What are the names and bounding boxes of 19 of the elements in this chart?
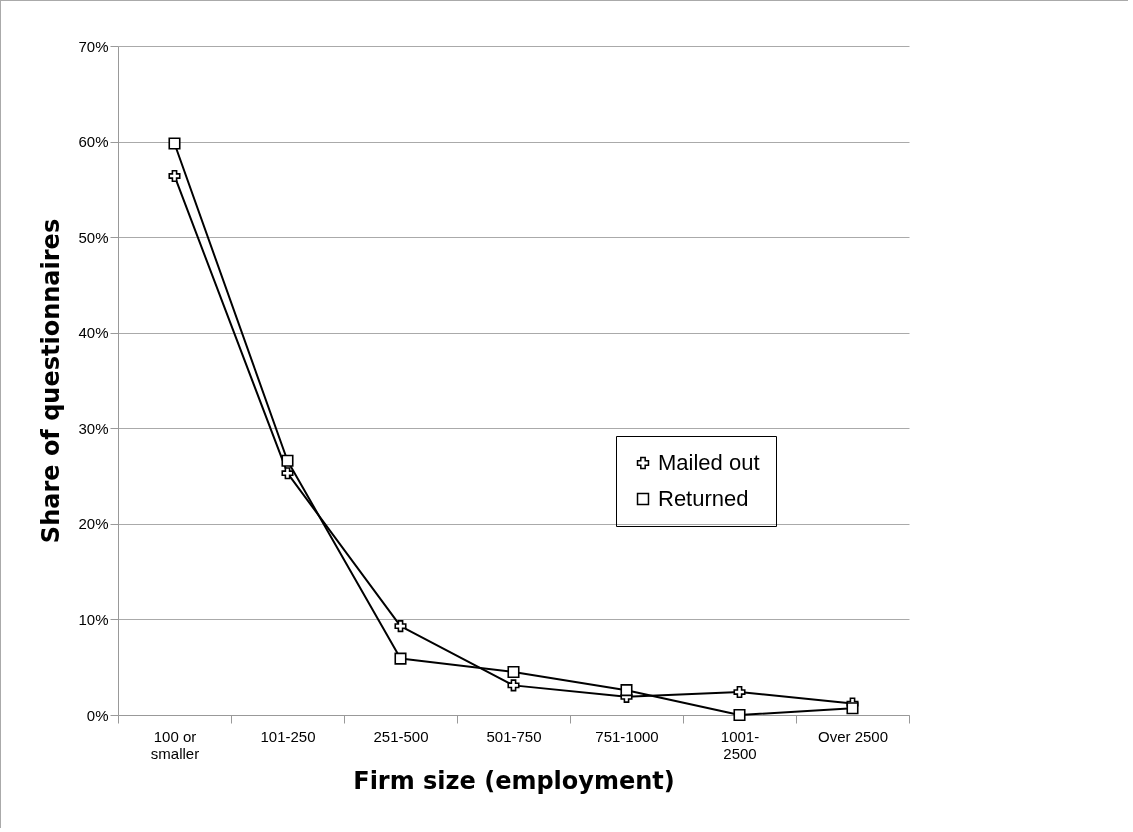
y-tick-label: 0% (86, 706, 109, 724)
x-tick-label: 1001-2500 (720, 727, 760, 762)
legend-label: Returned (658, 486, 749, 511)
y-tick-label: 10% (78, 610, 109, 628)
x-axis-title: Firm size (employment) (353, 766, 675, 795)
legend-label: Mailed out (658, 450, 760, 475)
y-tick-label: 70% (78, 37, 109, 55)
x-tick-label: 251-500 (373, 727, 429, 745)
x-tick-label: 501-750 (486, 727, 542, 745)
y-tick-label: 20% (78, 515, 109, 533)
y-tick-label: 50% (78, 228, 109, 246)
y-tick-label: 30% (78, 419, 109, 437)
x-tick-label: 100 or smaller (150, 727, 200, 762)
y-axis-title: Share of questionnaires (37, 218, 66, 544)
x-tick-label: 101-250 (260, 727, 316, 745)
x-tick-label: 751-1000 (595, 727, 659, 745)
y-tick-label: 60% (78, 133, 109, 151)
y-tick-label: 40% (78, 324, 109, 342)
x-tick-label: Over 2500 (817, 727, 889, 745)
